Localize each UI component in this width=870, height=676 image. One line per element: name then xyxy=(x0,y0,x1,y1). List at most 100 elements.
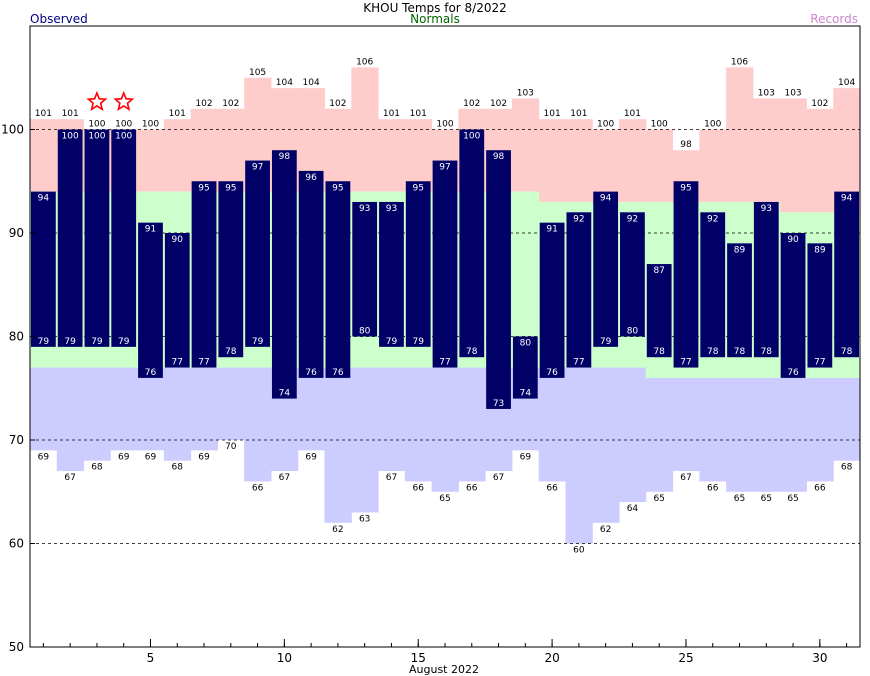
observed-low-label: 76 xyxy=(787,368,799,378)
record-low-label: 63 xyxy=(359,514,370,524)
observed-high-label: 90 xyxy=(172,235,184,245)
record-low-band xyxy=(110,367,138,451)
observed-low-label: 79 xyxy=(252,337,264,347)
observed-high-label: 96 xyxy=(305,173,317,183)
record-high-label: 101 xyxy=(169,109,186,119)
record-low-band xyxy=(244,367,272,482)
observed-high-label: 97 xyxy=(439,163,450,173)
record-low-label: 68 xyxy=(172,463,184,473)
observed-high-label: 94 xyxy=(600,194,612,204)
record-high-band xyxy=(217,108,245,192)
y-tick-label: 60 xyxy=(9,537,24,551)
observed-low-label: 78 xyxy=(734,347,746,357)
legend-observed: Observed xyxy=(30,12,88,26)
record-high-band xyxy=(163,119,192,192)
observed-bar xyxy=(298,170,324,378)
record-low-band xyxy=(672,377,700,472)
record-low-band xyxy=(404,367,433,482)
observed-bar xyxy=(593,191,619,347)
observed-bar xyxy=(138,222,163,378)
record-low-label: 69 xyxy=(198,452,210,462)
record-low-label: 66 xyxy=(814,483,826,493)
legend-records: Records xyxy=(810,12,858,26)
observed-low-label: 74 xyxy=(279,389,291,399)
observed-bar xyxy=(111,129,137,347)
observed-high-label: 98 xyxy=(279,152,291,162)
record-low-label: 68 xyxy=(841,463,853,473)
record-high-label: 100 xyxy=(142,120,159,130)
observed-high-label: 95 xyxy=(680,183,691,193)
observed-high-label: 100 xyxy=(88,132,105,142)
observed-low-label: 77 xyxy=(573,358,584,368)
observed-bar xyxy=(486,150,511,409)
record-high-label: 106 xyxy=(731,57,748,67)
record-low-band xyxy=(431,367,459,492)
observed-low-label: 79 xyxy=(412,337,424,347)
observed-high-label: 89 xyxy=(734,245,746,255)
observed-low-label: 73 xyxy=(493,399,504,409)
observed-bar xyxy=(512,336,538,399)
record-high-band xyxy=(752,98,781,202)
record-stars xyxy=(86,90,135,112)
record-low-label: 67 xyxy=(386,473,397,483)
record-low-label: 69 xyxy=(520,452,532,462)
record-high-label: 101 xyxy=(570,109,587,119)
observed-high-label: 90 xyxy=(787,235,799,245)
observed-low-label: 74 xyxy=(520,389,532,399)
record-high-band xyxy=(645,129,674,202)
record-low-label: 65 xyxy=(787,494,798,504)
observed-high-label: 100 xyxy=(115,132,132,142)
y-tick-label: 70 xyxy=(9,433,24,447)
record-low-label: 66 xyxy=(466,483,478,493)
record-high-label: 100 xyxy=(88,120,105,130)
record-high-band xyxy=(833,88,861,213)
record-low-band xyxy=(538,367,566,482)
observed-high-label: 95 xyxy=(412,183,423,193)
record-high-band xyxy=(726,67,754,202)
observed-high-label: 97 xyxy=(252,163,263,173)
observed-bars xyxy=(31,129,859,409)
observed-bar xyxy=(245,160,270,347)
record-high-label: 100 xyxy=(704,120,721,130)
record-low-band xyxy=(83,367,111,461)
observed-bar xyxy=(31,191,56,347)
observed-low-label: 79 xyxy=(118,337,130,347)
record-low-band xyxy=(458,367,486,482)
record-low-label: 65 xyxy=(653,494,664,504)
record-high-label: 102 xyxy=(329,99,346,109)
record-high-label: 106 xyxy=(356,57,373,67)
observed-bar xyxy=(727,243,752,358)
record-high-band xyxy=(565,119,593,202)
record-low-band xyxy=(833,377,861,461)
record-low-band xyxy=(30,367,58,451)
record-low-label: 68 xyxy=(91,463,103,473)
y-tick-label: 100 xyxy=(1,123,24,137)
record-low-band xyxy=(56,367,85,472)
observed-bar xyxy=(700,212,726,358)
observed-bar xyxy=(780,233,806,378)
record-low-label: 66 xyxy=(412,483,424,493)
observed-bar xyxy=(620,212,645,337)
observed-low-label: 79 xyxy=(386,337,398,347)
record-high-band xyxy=(699,129,727,202)
observed-low-label: 76 xyxy=(145,368,157,378)
observed-bar xyxy=(57,129,83,347)
record-low-band xyxy=(752,377,781,492)
observed-high-label: 87 xyxy=(653,266,664,276)
observed-high-label: 91 xyxy=(546,225,557,235)
observed-bar xyxy=(191,181,217,368)
record-high-label: 102 xyxy=(463,99,480,109)
record-high-label: 104 xyxy=(838,78,855,88)
y-tick-label: 90 xyxy=(9,226,24,240)
observed-bar xyxy=(352,201,378,337)
observed-high-label: 92 xyxy=(627,214,638,224)
record-low-band xyxy=(592,367,620,523)
observed-high-label: 89 xyxy=(814,245,826,255)
record-high-band xyxy=(592,129,620,202)
observed-bar xyxy=(405,181,431,347)
record-high-label: 105 xyxy=(249,68,266,78)
record-low-label: 67 xyxy=(64,473,75,483)
observed-low-label: 77 xyxy=(814,358,825,368)
observed-low-label: 76 xyxy=(305,368,317,378)
